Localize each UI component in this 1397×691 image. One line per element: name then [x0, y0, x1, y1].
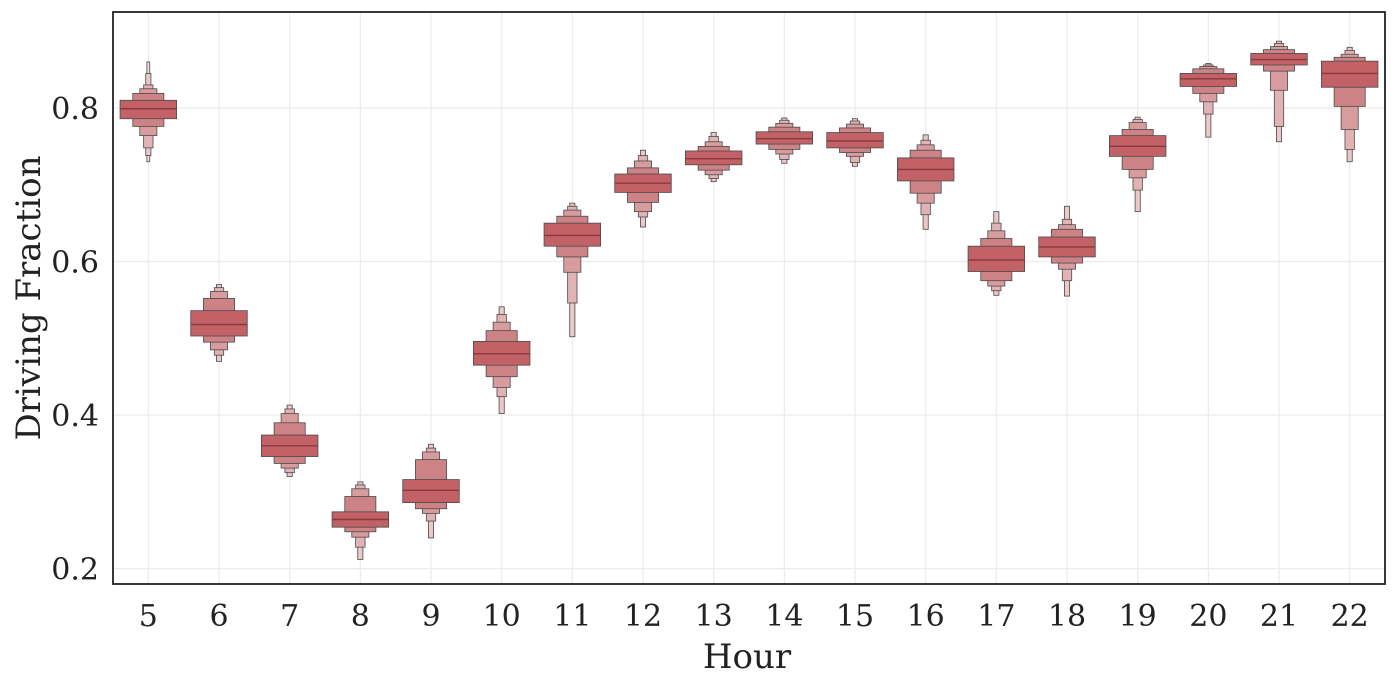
x-tick-label: 5 [139, 599, 158, 634]
boxen-level-1 [967, 245, 1025, 272]
x-tick-label: 7 [280, 599, 299, 634]
boxen-15 [826, 118, 884, 167]
boxen-level-1 [119, 99, 177, 120]
x-tick-label: 12 [624, 599, 662, 634]
y-tick-label: 0.8 [51, 92, 99, 127]
plot-frame [112, 11, 1386, 585]
x-tick-label: 20 [1189, 599, 1227, 634]
y-axis-label: Driving Fraction [9, 156, 49, 441]
x-tick-label: 15 [836, 599, 874, 634]
x-tick-label: 9 [421, 599, 440, 634]
boxen-12 [614, 149, 672, 228]
x-tick-label: 8 [351, 599, 370, 634]
boxen-14 [755, 117, 813, 164]
boxen-level-1 [755, 131, 813, 145]
y-tick-label: 0.2 [51, 553, 99, 588]
boxen-level-1 [1179, 73, 1237, 87]
boxen-9 [402, 443, 460, 539]
boxen-level-1 [190, 310, 248, 337]
x-tick-label: 6 [209, 599, 228, 634]
y-tick-label: 0.6 [51, 246, 99, 281]
boxen-21 [1250, 40, 1308, 143]
boxen-20 [1179, 63, 1237, 138]
boxen-11 [543, 202, 601, 338]
y-tick-label: 0.4 [51, 399, 99, 434]
boxen-level-1 [543, 222, 601, 247]
x-tick-label: 22 [1331, 599, 1369, 634]
x-tick-label: 16 [907, 599, 945, 634]
boxen-level-1 [826, 132, 884, 149]
boxen-19 [1109, 116, 1167, 213]
x-tick-label: 17 [977, 599, 1015, 634]
boxen-10 [472, 306, 531, 414]
boxen-8 [331, 481, 390, 560]
boxen-6 [190, 284, 248, 362]
boxen-5 [119, 61, 177, 163]
x-tick-label: 18 [1048, 599, 1086, 634]
boxen-level-1 [402, 479, 460, 504]
boxen-22 [1321, 46, 1379, 163]
boxen-18 [1038, 205, 1096, 297]
x-tick-labels: 5 6 7 8 9 10 11 12 13 14 15 16 17 18 19 20 21 22 [139, 599, 1369, 634]
x-tick-label: 11 [553, 599, 591, 634]
boxen-level-1 [1321, 60, 1379, 88]
boxen-level-1 [685, 150, 743, 166]
x-tick-label: 14 [765, 599, 803, 634]
x-tick-label: 21 [1260, 599, 1298, 634]
x-axis-label: Hour [703, 637, 792, 677]
boxen-16 [897, 134, 955, 230]
boxes [119, 40, 1379, 560]
grid [113, 12, 1385, 584]
boxen-7 [260, 404, 319, 477]
y-tick-labels: 0.2 0.4 0.6 0.8 [51, 92, 99, 588]
x-tick-label: 19 [1119, 599, 1157, 634]
x-tick-label: 13 [695, 599, 733, 634]
boxen-13 [685, 132, 743, 183]
boxen-17 [967, 211, 1025, 296]
x-tick-label: 10 [483, 599, 521, 634]
